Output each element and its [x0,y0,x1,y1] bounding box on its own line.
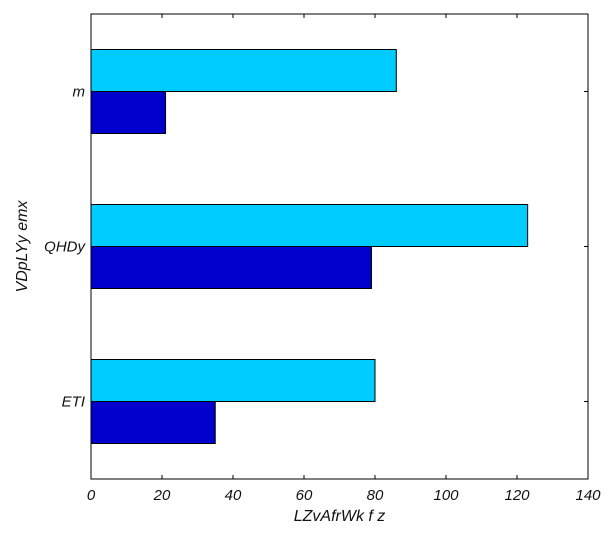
tick-labels-group: m QHDy ETI 0 20 40 60 80 100 120 140 [44,84,601,505]
y-tick-label-eti: ETI [62,394,85,411]
bars-group [90,49,529,444]
ticks-group [90,14,589,479]
x-tick-label-100: 100 [433,487,459,504]
x-tick-label-80: 80 [367,487,384,504]
bar-qhdy-series-2 [90,246,372,289]
x-tick-label-40: 40 [225,487,242,504]
bar-m-series-1 [90,49,397,92]
y-tick-label-m: m [73,84,86,101]
y-axis-label: VDpLYy emx [14,200,31,293]
x-tick-label-60: 60 [296,487,313,504]
bar-qhdy-series-1 [90,204,529,247]
y-tick-label-qhdy: QHDy [44,239,86,256]
bar-eti-series-2 [90,401,216,444]
bar-eti-series-1 [90,359,376,402]
x-tick-label-120: 120 [504,487,530,504]
x-tick-label-0: 0 [87,487,96,504]
x-axis-label: LZvAfrWk f z [294,508,386,525]
x-tick-label-140: 140 [575,487,601,504]
bar-m-series-2 [90,91,167,134]
x-tick-label-20: 20 [153,487,171,504]
